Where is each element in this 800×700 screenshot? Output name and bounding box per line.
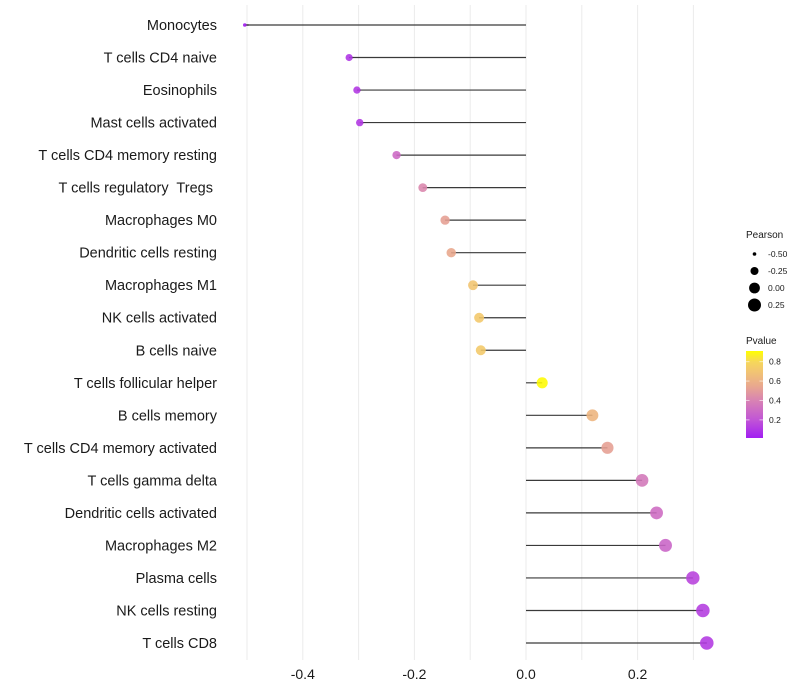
- size-legend-label: 0.00: [768, 283, 785, 293]
- lollipop-point: [586, 409, 599, 422]
- lollipop-point: [474, 312, 485, 323]
- size-legend-label: 0.25: [768, 300, 785, 310]
- lollipop-point: [601, 441, 614, 454]
- y-tick-label: Monocytes: [147, 18, 217, 34]
- y-tick-label: Macrophages M0: [105, 213, 217, 229]
- y-tick-label: T cells follicular helper: [74, 376, 217, 392]
- pearson-legend-title: Pearson: [746, 230, 783, 241]
- y-tick-label: T cells CD4 naive: [104, 51, 217, 67]
- colorbar-label: 0.8: [769, 357, 781, 367]
- y-tick-label: Macrophages M1: [105, 278, 217, 294]
- lollipop-point: [242, 23, 247, 27]
- lollipop-point: [696, 603, 710, 618]
- y-tick-label: B cells memory: [118, 408, 218, 424]
- x-tick-label: 0.2: [628, 666, 648, 682]
- lollipop-point: [686, 571, 700, 585]
- lollipop-point: [345, 53, 353, 62]
- lollipop-point: [418, 183, 428, 193]
- x-tick-label: 0.0: [516, 666, 536, 682]
- x-tick-label: -0.4: [291, 666, 315, 682]
- pvalue-color-legend: Pvalue 0.8 0.6 0.4 0.2: [746, 336, 781, 438]
- size-legend-dot: [750, 266, 759, 276]
- colorbar-label: 0.4: [769, 395, 781, 405]
- y-tick-label: Mast cells activated: [90, 116, 217, 132]
- y-tick-label: B cells naive: [136, 343, 217, 359]
- pearson-size-legend: Pearson -0.50 -0.25 0.00 0.25: [746, 230, 788, 312]
- y-tick-label: Dendritic cells activated: [65, 506, 217, 522]
- lollipop-point: [353, 86, 361, 94]
- size-legend-label: -0.50: [768, 249, 788, 259]
- grid-lines: [246, 5, 694, 660]
- pvalue-legend-title: Pvalue: [746, 336, 777, 347]
- y-tick-label: T cells CD8: [142, 636, 217, 652]
- x-tick-label: -0.2: [402, 666, 426, 682]
- y-tick-label: T cells CD4 memory activated: [24, 441, 217, 457]
- size-legend-dot: [752, 252, 757, 256]
- y-axis-labels: Monocytes T cells CD4 naive Eosinophils Mas…: [24, 18, 218, 652]
- y-tick-label: NK cells resting: [116, 603, 217, 619]
- size-legend-label: -0.25: [768, 266, 788, 276]
- y-tick-label: T cells gamma delta: [88, 473, 218, 489]
- lollipop-point: [392, 150, 401, 160]
- y-tick-label: Macrophages M2: [105, 538, 217, 554]
- lollipop-point: [635, 474, 649, 487]
- colorbar-label: 0.2: [769, 415, 781, 425]
- y-tick-label: T cells CD4 memory resting: [38, 148, 217, 164]
- y-tick-label: Eosinophils: [143, 83, 217, 99]
- pvalue-colorbar: [746, 351, 763, 438]
- lollipop-point: [475, 345, 486, 356]
- y-tick-label: Dendritic cells resting: [79, 246, 217, 262]
- y-tick-label: Plasma cells: [136, 571, 217, 587]
- size-legend-dot: [748, 298, 761, 312]
- lollipop-point: [356, 118, 364, 127]
- lollipop-points: [242, 23, 714, 650]
- y-tick-label: T cells regulatory Tregs: [59, 181, 218, 197]
- colorbar-label: 0.6: [769, 376, 781, 386]
- lollipop-point: [446, 247, 456, 258]
- lollipop-point: [536, 377, 548, 389]
- lollipop-point: [650, 506, 663, 520]
- lollipop-point: [440, 215, 450, 225]
- y-tick-label: NK cells activated: [102, 311, 217, 327]
- lollipop-point: [700, 636, 714, 650]
- size-legend-dot: [749, 282, 760, 294]
- x-axis-ticks: -0.4 -0.2 0.0 0.2: [291, 666, 648, 682]
- lollipop-point: [659, 538, 672, 552]
- lollipop-point: [468, 280, 478, 291]
